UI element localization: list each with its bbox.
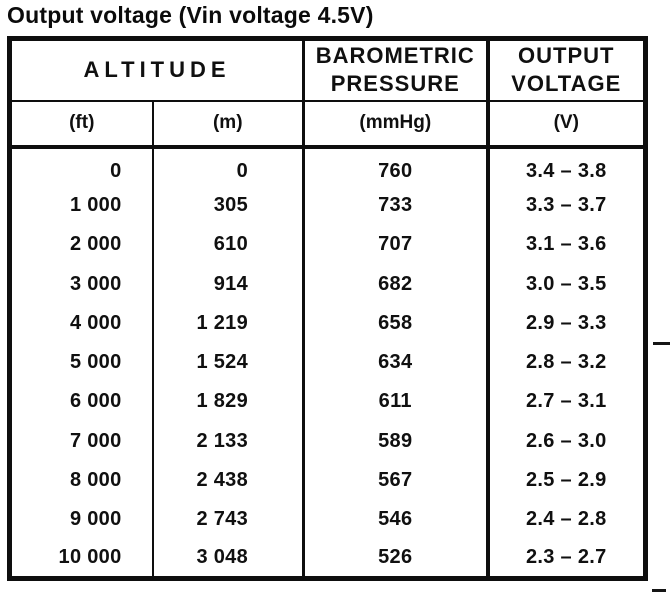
header-row-units: (ft) (m) (mmHg) (V) [9, 100, 646, 149]
cell-m: 3 048 [152, 539, 306, 579]
cell-v: 3.3 – 3.7 [525, 193, 607, 216]
cell-mmhg: 707 [303, 225, 490, 265]
cell-v: 3.4 – 3.8 [525, 159, 607, 182]
cell-v: 2.8 – 3.2 [525, 351, 607, 374]
header-unit-v: (V) [487, 100, 646, 149]
cell-v: 2.5 – 2.9 [525, 469, 607, 492]
output-voltage-table: ALTITUDE BAROMETRIC PRESSURE OUTPUT VOLT… [7, 36, 649, 582]
cell-mmhg: 760 [303, 146, 490, 186]
cell-v: 2.3 – 2.7 [525, 546, 607, 569]
page-title: Output voltage (Vin voltage 4.5V) [7, 2, 374, 28]
cell-v: 2.7 – 3.1 [525, 390, 607, 413]
cell-m: 1 829 [152, 382, 306, 422]
cell-v: 2.6 – 3.0 [525, 429, 607, 452]
cell-mmhg: 634 [303, 342, 490, 383]
cell-mmhg: 567 [303, 460, 490, 501]
header-unit-ft: (ft) [9, 100, 154, 149]
cell-m: 1 524 [152, 342, 306, 383]
table-row: 6 000 1 829 611 2.7 – 3.1 [9, 382, 646, 422]
cell-v: 3.1 – 3.6 [525, 233, 607, 256]
table-row: 2 000 610 707 3.1 – 3.6 [9, 225, 646, 265]
cell-ft: 6 000 [9, 382, 154, 422]
header-line: PRESSURE [330, 71, 460, 97]
cell-ft: 7 000 [9, 421, 154, 461]
cell-mmhg: 682 [303, 264, 490, 304]
cell-ft: 0 [9, 146, 154, 186]
cell-ft: 1 000 [9, 185, 154, 226]
cell-ft: 3 000 [9, 264, 154, 304]
cell-m: 610 [152, 225, 306, 265]
table-row: 10 000 3 048 526 2.3 – 2.7 [9, 539, 646, 579]
header-output-voltage: OUTPUT VOLTAGE [487, 38, 646, 102]
cell-v: 2.9 – 3.3 [525, 311, 607, 334]
cell-mmhg: 526 [303, 539, 490, 579]
table-header: ALTITUDE BAROMETRIC PRESSURE OUTPUT VOLT… [9, 38, 646, 149]
table-row: 4 000 1 219 658 2.9 – 3.3 [9, 303, 646, 343]
cell-m: 2 743 [152, 500, 306, 540]
header-unit-m: (m) [152, 100, 306, 149]
cell-mmhg: 546 [303, 500, 490, 540]
header-line: OUTPUT [518, 43, 615, 69]
cell-ft: 8 000 [9, 460, 154, 501]
header-unit-mmhg: (mmHg) [303, 100, 490, 149]
cell-v: 2.4 – 2.8 [525, 508, 607, 531]
table-row: 7 000 2 133 589 2.6 – 3.0 [9, 421, 646, 461]
table-row: 8 000 2 438 567 2.5 – 2.9 [9, 460, 646, 501]
header-line: BAROMETRIC [315, 43, 475, 69]
table-row: 0 0 760 3.4 – 3.8 [9, 146, 646, 186]
cell-mmhg: 658 [303, 303, 490, 343]
cell-m: 1 219 [152, 303, 306, 343]
cell-ft: 9 000 [9, 500, 154, 540]
cell-m: 2 438 [152, 460, 306, 501]
header-line: VOLTAGE [511, 71, 622, 97]
cell-ft: 5 000 [9, 342, 154, 383]
table-body: 0 0 760 3.4 – 3.8 1 000 305 733 3.3 – 3.7 2 000 6… [9, 146, 646, 579]
cell-ft: 4 000 [9, 303, 154, 343]
table-row: 3 000 914 682 3.0 – 3.5 [9, 264, 646, 304]
table-row: 1 000 305 733 3.3 – 3.7 [9, 185, 646, 226]
cell-mmhg: 611 [303, 382, 490, 422]
cell-ft: 2 000 [9, 225, 154, 265]
cell-v: 3.0 – 3.5 [525, 272, 607, 295]
cell-mmhg: 733 [303, 185, 490, 226]
cell-ft: 10 000 [9, 539, 154, 579]
scan-artifact [652, 589, 666, 592]
cell-m: 305 [152, 185, 306, 226]
scan-artifact [653, 342, 670, 345]
cell-m: 0 [152, 146, 306, 186]
table-row: 5 000 1 524 634 2.8 – 3.2 [9, 342, 646, 383]
table-row: 9 000 2 743 546 2.4 – 2.8 [9, 500, 646, 540]
cell-m: 914 [152, 264, 306, 304]
cell-mmhg: 589 [303, 421, 490, 461]
header-barometric-pressure: BAROMETRIC PRESSURE [303, 38, 490, 102]
header-row-main: ALTITUDE BAROMETRIC PRESSURE OUTPUT VOLT… [9, 38, 646, 102]
header-altitude: ALTITUDE [9, 38, 306, 102]
cell-m: 2 133 [152, 421, 306, 461]
